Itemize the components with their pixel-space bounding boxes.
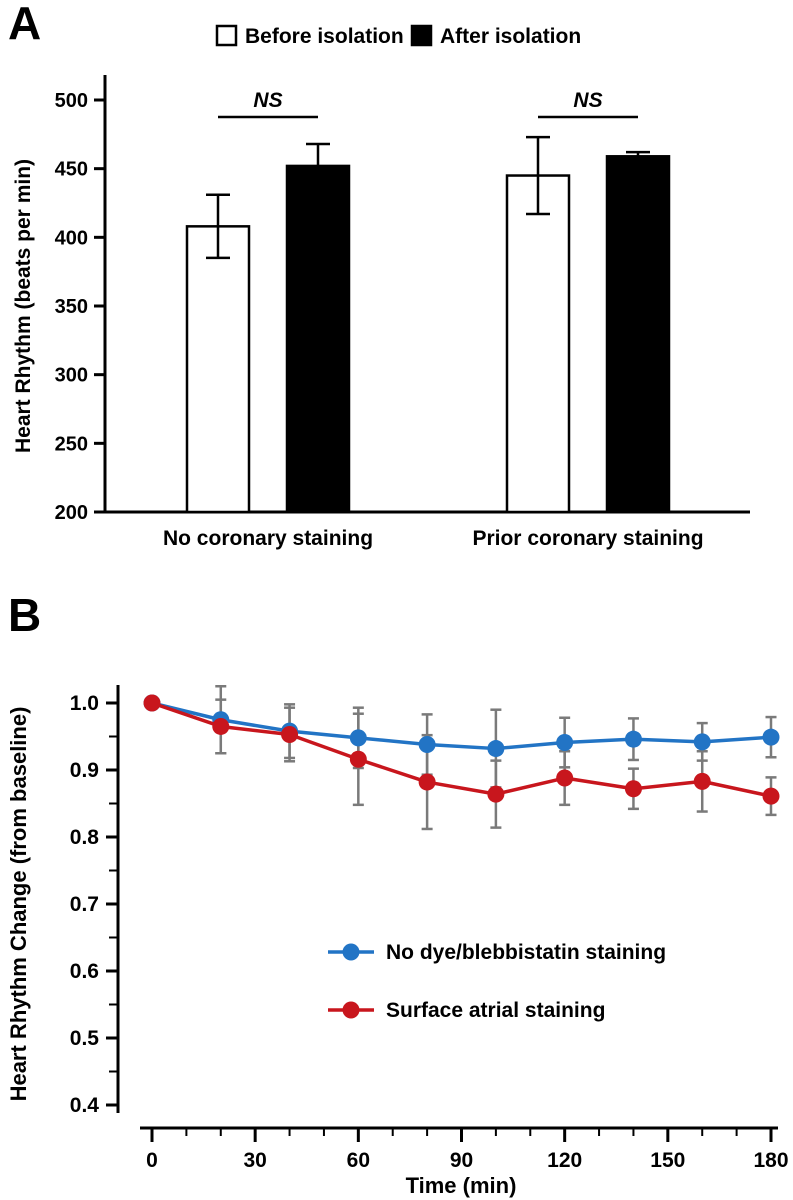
significance-label: NS (253, 89, 282, 112)
panel-a-label: A (8, 0, 42, 49)
data-point (212, 717, 230, 735)
y-tick-label: 450 (55, 159, 88, 181)
significance-label: NS (573, 89, 602, 112)
data-point (762, 787, 780, 805)
y-tick-label: 0.7 (70, 893, 99, 916)
y-tick-label: 300 (55, 365, 88, 387)
y-tick-label: 0.4 (70, 1094, 100, 1117)
legend-label: After isolation (440, 25, 581, 48)
series-line (150, 701, 773, 798)
bar (605, 155, 671, 514)
panel-b: B 0.4 0.5 0.6 0.7 0.8 0.9 1.0 0 30 60 90 120 150 180 T… (0, 580, 793, 1200)
y-tick-label: 200 (55, 502, 88, 524)
legend-marker (342, 1001, 360, 1019)
category-label: Prior coronary staining (472, 527, 703, 550)
data-point (281, 725, 299, 743)
data-point (418, 773, 436, 791)
data-point (624, 730, 642, 748)
data-point (487, 785, 505, 803)
y-tick-label: 0.9 (70, 759, 99, 782)
data-point (556, 734, 574, 752)
y-tick-label: 0.5 (70, 1027, 100, 1050)
panel-a: A 200 250 300 350 400 450 500 Heart Rhythm (bea… (0, 0, 793, 580)
x-tick-label: 180 (753, 1149, 788, 1172)
legend-label: Before isolation (245, 25, 404, 48)
y-tick-label: 1.0 (70, 692, 99, 715)
y-tick-label: 350 (55, 296, 88, 318)
legend-marker (342, 943, 360, 961)
panel-b-label: B (8, 589, 42, 641)
y-tick-label: 400 (55, 227, 88, 249)
bar (505, 174, 571, 514)
x-tick-label: 90 (450, 1149, 473, 1172)
data-point (349, 729, 367, 747)
data-point (624, 780, 642, 798)
x-tick-label: 30 (243, 1149, 266, 1172)
data-point (556, 769, 574, 787)
y-axis-title: Heart Rhythm Change (from baseline) (6, 707, 31, 1102)
data-point (487, 740, 505, 758)
data-point (349, 750, 367, 768)
y-tick-label: 250 (55, 433, 88, 455)
data-point (143, 694, 161, 712)
x-tick-label: 120 (547, 1149, 582, 1172)
legend-swatch (215, 24, 238, 47)
x-tick-label: 0 (146, 1149, 158, 1172)
y-axis-title: Heart Rhythm (beats per min) (12, 159, 35, 453)
data-point (762, 728, 780, 746)
data-point (418, 736, 436, 754)
legend-swatch (410, 24, 433, 47)
y-tick-label: 0.8 (70, 826, 100, 849)
legend-label: No dye/blebbistatin staining (386, 941, 666, 964)
x-tick-label: 60 (347, 1149, 370, 1172)
category-label: No coronary staining (163, 527, 373, 550)
x-axis-title: Time (min) (406, 1173, 517, 1198)
data-point (693, 733, 711, 751)
series-line (150, 701, 773, 751)
y-tick-label: 0.6 (70, 960, 99, 983)
y-tick-label: 500 (55, 90, 88, 112)
x-tick-label: 150 (650, 1149, 685, 1172)
bar (285, 164, 351, 514)
legend-label: Surface atrial staining (386, 999, 605, 1022)
bar-chart-heart-rhythm: 200 250 300 350 400 450 500 Heart Rhythm (beats… (12, 24, 750, 550)
line-chart-heart-rhythm-change: 0.4 0.5 0.6 0.7 0.8 0.9 1.0 0 30 60 90 120 150 180 Tim… (6, 685, 789, 1198)
data-point (693, 772, 711, 790)
bar (185, 225, 251, 514)
